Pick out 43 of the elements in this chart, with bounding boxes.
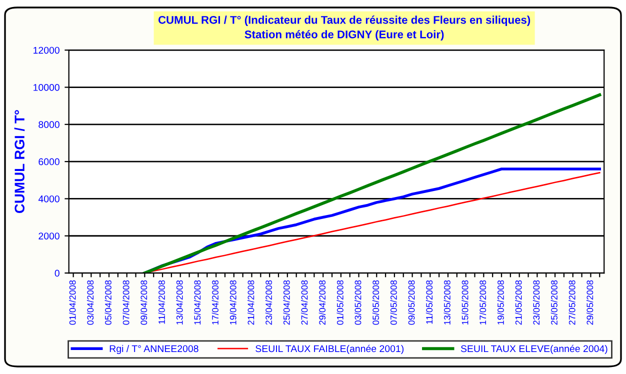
x-tick-label: 27/05/2008 — [568, 280, 576, 325]
y-tick-label: 10000 — [34, 84, 60, 91]
x-tick-label: 07/04/2008 — [122, 280, 130, 325]
x-tick-label: 19/04/2008 — [230, 280, 236, 324]
chart-title: CUMUL RGI / T° (Indicateur du Taux de réussite des Fleurs en siliques) Station météo de DIGNY (Eure et Loir) — [158, 16, 530, 41]
x-tick-label: 17/05/2008 — [479, 280, 486, 324]
x-tick-label: 07/05/2008 — [390, 280, 397, 325]
x-tick-label: 09/05/2008 — [408, 280, 415, 325]
legend-label: Rgi / T° ANNEE2008 — [110, 344, 198, 354]
x-tick-label: 05/05/2008 — [372, 280, 380, 325]
legend-label: SEUIL TAUX FAIBLE(année 2001) — [256, 344, 404, 354]
x-tick-label: 21/05/2008 — [515, 280, 522, 325]
y-tick-label: 8000 — [38, 121, 60, 128]
x-tick-label: 03/05/2008 — [354, 280, 362, 325]
x-tick-label: 15/05/2008 — [462, 280, 468, 324]
x-tick-label: 11/05/2008 — [426, 280, 433, 324]
x-tick-label: 25/05/2008 — [550, 280, 558, 325]
x-tick-label: 03/04/2008 — [86, 280, 94, 325]
x-tick-label: 27/04/2008 — [301, 280, 308, 325]
x-tick-label: 09/04/2008 — [140, 280, 148, 325]
x-tick-label: 13/05/2008 — [444, 280, 450, 324]
x-tick-label: 21/04/2008 — [248, 280, 254, 325]
line-series — [143, 93, 602, 274]
x-tick-label: 29/04/2008 — [318, 280, 326, 325]
x-tick-label: 13/04/2008 — [176, 280, 183, 324]
x-tick-label: 17/04/2008 — [212, 280, 218, 324]
y-tick-label: 2000 — [38, 232, 60, 240]
legend-label: SEUIL TAUX ELEVE(année 2004) — [460, 344, 608, 354]
y-tick-label: 4000 — [38, 195, 60, 202]
y-tick-label: 6000 — [38, 158, 60, 166]
y-tick-label: 12000 — [34, 46, 60, 54]
x-tick-label: 23/05/2008 — [532, 280, 540, 325]
y-axis-title: CUMUL RGI / T° — [14, 110, 25, 214]
y-tick-label: 0 — [54, 270, 60, 277]
x-tick-label: 15/04/2008 — [194, 280, 201, 324]
x-tick-label: 01/05/2008 — [336, 280, 344, 325]
x-tick-label: 19/05/2008 — [497, 280, 504, 324]
x-tick-label: 01/04/2008 — [69, 280, 76, 325]
x-tick-label: 25/04/2008 — [283, 280, 290, 325]
x-tick-label: 05/04/2008 — [104, 280, 112, 325]
x-tick-label: 23/04/2008 — [265, 280, 272, 325]
x-tick-label: 29/05/2008 — [586, 280, 594, 325]
x-tick-label: 11/04/2008 — [158, 280, 165, 324]
